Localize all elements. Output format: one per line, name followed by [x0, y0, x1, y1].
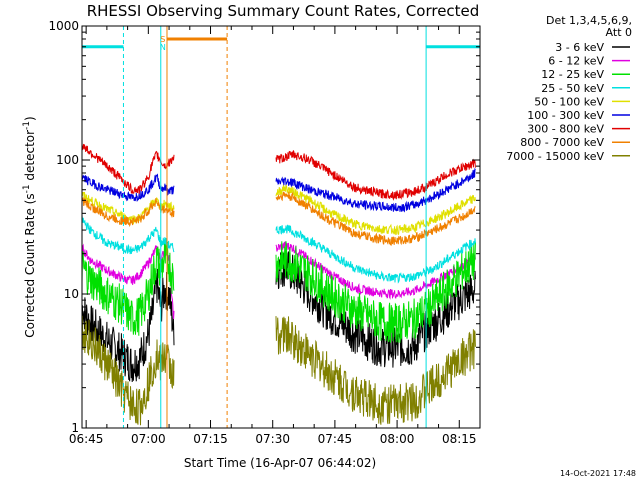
y-tick-label: 1	[71, 421, 79, 435]
series-line	[81, 197, 175, 228]
flag-label: S	[160, 35, 165, 44]
series-line	[275, 167, 476, 213]
y-tick-label: 100	[56, 153, 79, 167]
legend-label: 6 - 12 keV	[548, 55, 604, 68]
series-line	[275, 150, 476, 201]
legend-header-line2: Att 0	[606, 26, 632, 39]
plot-frame	[81, 25, 481, 429]
series-line	[275, 191, 476, 247]
legend-label: 25 - 50 keV	[541, 82, 604, 95]
y-axis-label-exp1: -1	[22, 184, 32, 193]
y-axis-label: Corrected Count Rate (s-1 detector-1)	[22, 116, 37, 337]
legend-label: 100 - 300 keV	[527, 109, 604, 122]
legend-label: 3 - 6 keV	[555, 41, 604, 54]
x-tick-label: 08:15	[442, 432, 477, 446]
series-line	[81, 142, 175, 194]
y-axis-label-mid: detector	[23, 130, 37, 185]
legend-label: 7000 - 15000 keV	[506, 150, 604, 163]
series-line	[275, 251, 476, 368]
x-tick-label: 07:30	[255, 432, 290, 446]
y-tick-label: 10	[64, 287, 79, 301]
y-tick-label: 1000	[48, 19, 79, 33]
x-axis: 06:45 07:00 07:15 07:30 07:45 08:00 08:15	[69, 26, 481, 446]
series-line	[81, 173, 175, 202]
series-line	[275, 224, 476, 284]
x-tick-label: 07:15	[193, 432, 228, 446]
y-axis-label-end: )	[23, 116, 37, 121]
legend-label: 800 - 7000 keV	[520, 136, 604, 149]
series-line	[81, 239, 175, 336]
legend-label: 50 - 100 keV	[534, 95, 604, 108]
legend-label: 300 - 800 keV	[527, 123, 604, 136]
legend-header-line1: Det 1,3,4,5,6,9,	[546, 14, 632, 27]
series-line	[81, 268, 175, 383]
series-line	[81, 214, 175, 255]
series-layer	[81, 142, 476, 426]
y-axis-label-main: Corrected Count Rate (s	[23, 193, 37, 337]
x-tick-label: 07:45	[318, 432, 353, 446]
series-line	[275, 241, 476, 343]
legend-label: 12 - 25 keV	[541, 68, 604, 81]
series-line	[275, 184, 476, 236]
x-tick-label: 08:00	[380, 432, 415, 446]
x-axis-label: Start Time (16-Apr-07 06:44:02)	[184, 456, 376, 470]
series-line	[275, 316, 476, 425]
flag-label: N	[160, 43, 166, 52]
x-tick-label: 07:00	[131, 432, 166, 446]
footer-date: 14-Oct-2021 17:48	[560, 469, 636, 478]
chart-title: RHESSI Observing Summary Count Rates, Co…	[87, 2, 480, 20]
series-line	[81, 315, 175, 426]
y-axis: 1 10 100 1000	[48, 19, 480, 435]
flag-labels: SN	[160, 35, 166, 52]
x-tick-label: 06:45	[69, 432, 104, 446]
y-axis-label-exp2: -1	[22, 121, 32, 130]
